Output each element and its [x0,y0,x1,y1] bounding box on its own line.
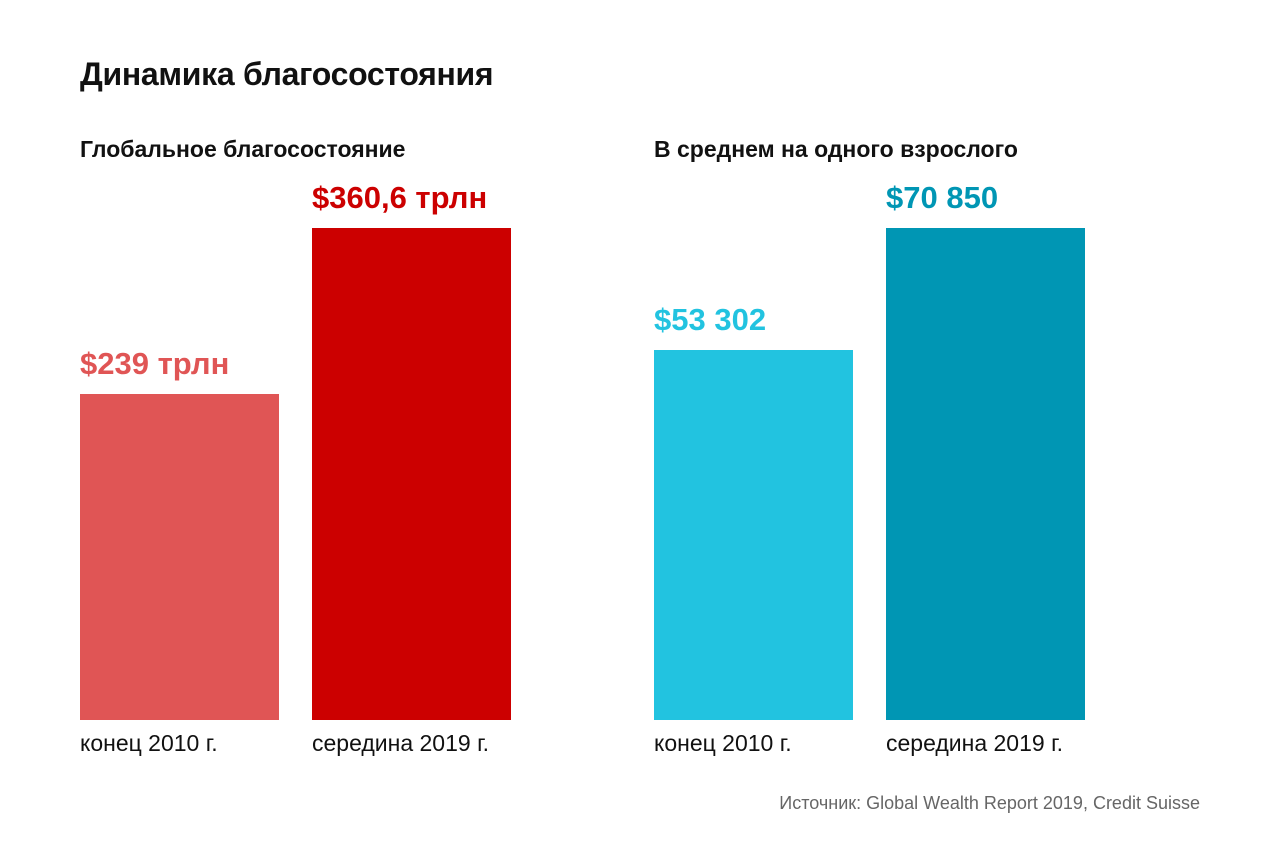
value-label-global-2010: $239 трлн [80,345,230,381]
value-label-per-adult-2010: $53 302 [654,301,767,337]
value-label-global-2019: $360,6 трлн [312,180,488,215]
value-label-per-adult-2019: $70 850 [886,180,999,215]
chart-title-global: Глобальное благосостояние [80,136,406,162]
bar-per-adult-2019 [886,228,1085,720]
category-label-global-2019: середина 2019 г. [312,730,490,756]
bar-global-2010 [80,393,279,720]
category-label-global-2010: конец 2010 г. [80,730,218,756]
bar-global-2019 [312,228,511,720]
chart-title-per-adult: В среднем на одного взрослого [654,136,1018,162]
category-label-per-adult-2019: середина 2019 г. [886,730,1064,756]
source-note: Источник: Global Wealth Report 2019, Cre… [779,793,1200,813]
bar-per-adult-2010 [654,349,853,720]
page-title: Динамика благосостояния [80,56,494,92]
category-label-per-adult-2010: конец 2010 г. [654,730,792,756]
